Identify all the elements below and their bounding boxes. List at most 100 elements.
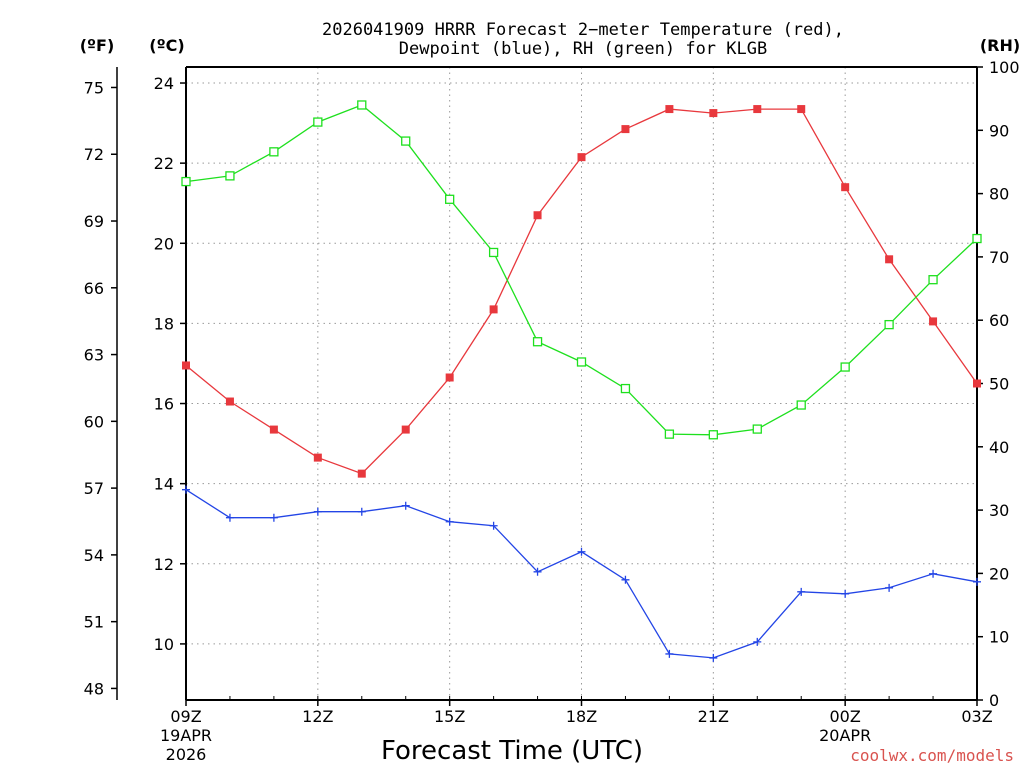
x-tick-label: 15Z <box>434 707 465 726</box>
temperature-point <box>753 105 762 114</box>
x-axis-title: Forecast Time (UTC) <box>381 736 643 766</box>
x-tick-label: 09Z <box>170 707 201 726</box>
rh-point <box>576 357 587 367</box>
celsius-tick-label: 14 <box>154 475 174 494</box>
dewpoint-point <box>225 513 234 522</box>
temperature-point <box>401 425 410 434</box>
tick-labels: 48 51 54 57 60 63 66 69 72 75 10 12 14 16 18 20 22 24 0 10 2… <box>84 58 1020 764</box>
dewpoint-point <box>313 507 322 516</box>
dewpoint-point <box>182 485 190 494</box>
rh-point <box>884 319 894 330</box>
dewpoint-point <box>841 589 850 598</box>
dewpoint-point <box>445 517 454 526</box>
dewpoint-point <box>665 649 674 658</box>
rh-point <box>269 147 279 157</box>
temperature-point <box>797 105 806 114</box>
temperature-point <box>929 317 938 326</box>
rh-point <box>357 100 367 110</box>
fahrenheit-tick-label: 69 <box>84 212 104 231</box>
x-date-label: 20APR <box>819 726 871 745</box>
rh-tick-label: 20 <box>989 564 1009 583</box>
rh-tick-label: 50 <box>989 375 1009 394</box>
dewpoint-point <box>357 507 366 516</box>
temperature-point <box>357 469 366 478</box>
celsius-tick-label: 12 <box>154 555 174 574</box>
dewpoint-point <box>621 575 630 584</box>
dewpoint-point <box>885 583 894 592</box>
dewpoint-point <box>489 521 498 530</box>
celsius-tick-label: 20 <box>154 234 174 253</box>
fahrenheit-tick-label: 57 <box>84 479 104 498</box>
rh-tick-label: 80 <box>989 185 1009 204</box>
fahrenheit-tick-label: 54 <box>84 546 104 565</box>
rh-point <box>401 136 411 146</box>
temperature-point <box>313 453 322 462</box>
x-tick-label: 18Z <box>566 707 597 726</box>
dewpoint-point <box>973 577 981 586</box>
rh-tick-label: 60 <box>989 311 1009 330</box>
rh-point <box>620 383 631 394</box>
dewpoint-point <box>709 653 718 662</box>
rh-tick-label: 40 <box>989 438 1009 457</box>
temperature-point <box>489 305 498 314</box>
rh-point <box>532 337 543 347</box>
dewpoint-point <box>577 547 586 556</box>
celsius-tick-label: 22 <box>154 154 174 173</box>
chart-title-line1: 2026041909 HRRR Forecast 2−meter Tempera… <box>322 20 844 40</box>
temperature-point <box>225 397 234 406</box>
fahrenheit-tick-label: 51 <box>84 613 104 632</box>
grid-lines <box>186 67 977 700</box>
rh-point <box>752 424 762 434</box>
dewpoint-point <box>269 513 278 522</box>
rh-tick-label: 0 <box>989 691 999 710</box>
rh-tick-label: 30 <box>989 501 1009 520</box>
x-date-label: 19APR <box>160 726 212 745</box>
temperature-point <box>533 211 542 220</box>
temperature-point <box>445 373 454 382</box>
rh-point <box>972 233 982 244</box>
rh-tick-label: 70 <box>989 248 1009 267</box>
fahrenheit-tick-label: 63 <box>84 346 104 365</box>
fahrenheit-tick-label: 75 <box>84 78 104 97</box>
rh-point <box>796 400 806 410</box>
temperature-point <box>269 425 278 434</box>
dewpoint-point <box>753 637 762 646</box>
celsius-tick-label: 10 <box>154 635 174 654</box>
rh-point <box>313 117 323 127</box>
fahrenheit-tick-label: 60 <box>84 412 104 431</box>
x-year-label: 2026 <box>166 745 207 764</box>
celsius-unit-label: (ºC) <box>149 36 184 55</box>
fahrenheit-tick-label: 48 <box>84 679 104 698</box>
temperature-point <box>841 183 850 192</box>
celsius-tick-label: 18 <box>154 314 174 333</box>
rh-point <box>445 194 455 204</box>
rh-tick-label: 90 <box>989 121 1009 140</box>
x-tick-label: 21Z <box>698 707 729 726</box>
rh-tick-label: 100 <box>989 58 1020 77</box>
fahrenheit-tick-label: 72 <box>84 145 104 164</box>
temperature-point <box>577 153 586 162</box>
temperature-point <box>973 379 981 388</box>
dewpoint-point <box>401 501 410 510</box>
temperature-point <box>885 255 894 264</box>
fahrenheit-unit-label: (ºF) <box>80 36 115 55</box>
temperature-point <box>665 105 674 114</box>
credit-link[interactable]: coolwx.com/models <box>850 746 1014 765</box>
x-tick-label: 00Z <box>830 707 861 726</box>
rh-tick-label: 10 <box>989 628 1009 647</box>
dewpoint-point <box>533 567 542 576</box>
temperature-point <box>709 109 718 118</box>
rh-point <box>708 430 718 440</box>
rh-point <box>225 171 235 181</box>
rh-unit-label: (RH) <box>980 36 1020 55</box>
rh-point <box>664 429 675 439</box>
dewpoint-point <box>797 587 806 596</box>
temperature-point <box>621 125 630 134</box>
temperature-point <box>182 361 190 370</box>
x-tick-label: 12Z <box>302 707 333 726</box>
dewpoint-point <box>929 569 938 578</box>
rh-point <box>488 247 499 258</box>
fahrenheit-tick-label: 66 <box>84 279 104 298</box>
celsius-tick-label: 24 <box>154 74 174 93</box>
